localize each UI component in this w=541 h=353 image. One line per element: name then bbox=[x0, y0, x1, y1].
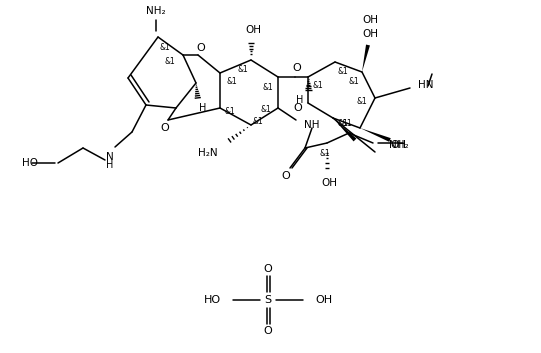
Text: HN: HN bbox=[418, 80, 433, 90]
Text: O: O bbox=[293, 63, 301, 73]
Text: HO: HO bbox=[204, 295, 221, 305]
Text: O: O bbox=[294, 103, 302, 113]
Text: &1: &1 bbox=[348, 78, 359, 86]
Polygon shape bbox=[333, 118, 357, 142]
Text: H: H bbox=[107, 160, 114, 170]
Text: &1: &1 bbox=[262, 83, 273, 91]
Text: OH: OH bbox=[362, 29, 378, 39]
Text: &1: &1 bbox=[253, 118, 263, 126]
Text: &1: &1 bbox=[320, 149, 331, 157]
Text: &1: &1 bbox=[225, 107, 235, 115]
Text: OH: OH bbox=[390, 140, 406, 150]
Text: OH: OH bbox=[315, 295, 332, 305]
Text: &1: &1 bbox=[313, 80, 324, 90]
Text: OH: OH bbox=[321, 178, 337, 188]
Text: &1: &1 bbox=[261, 106, 272, 114]
Text: O: O bbox=[161, 123, 169, 133]
Text: H: H bbox=[296, 95, 304, 105]
Text: O: O bbox=[282, 171, 291, 181]
Text: OH: OH bbox=[245, 25, 261, 35]
Text: OH: OH bbox=[362, 15, 378, 25]
Text: &1: &1 bbox=[227, 77, 237, 85]
Text: H₂N: H₂N bbox=[199, 148, 218, 158]
Text: &1: &1 bbox=[160, 42, 170, 52]
Text: O: O bbox=[196, 43, 206, 53]
Text: &1: &1 bbox=[357, 96, 367, 106]
Text: &1: &1 bbox=[338, 67, 348, 77]
Text: O: O bbox=[263, 326, 272, 336]
Polygon shape bbox=[360, 128, 391, 142]
Text: &1: &1 bbox=[237, 66, 248, 74]
Text: NH₂: NH₂ bbox=[389, 140, 408, 150]
Text: &1: &1 bbox=[164, 58, 175, 66]
Polygon shape bbox=[362, 44, 370, 72]
Text: &1: &1 bbox=[341, 119, 352, 127]
Text: S: S bbox=[265, 295, 272, 305]
Text: NH: NH bbox=[304, 120, 320, 130]
Text: O: O bbox=[263, 264, 272, 274]
Text: NH₂: NH₂ bbox=[146, 6, 166, 16]
Text: N: N bbox=[106, 152, 114, 162]
Text: H: H bbox=[199, 103, 207, 113]
Text: &1: &1 bbox=[338, 119, 348, 127]
Text: HO: HO bbox=[22, 158, 38, 168]
